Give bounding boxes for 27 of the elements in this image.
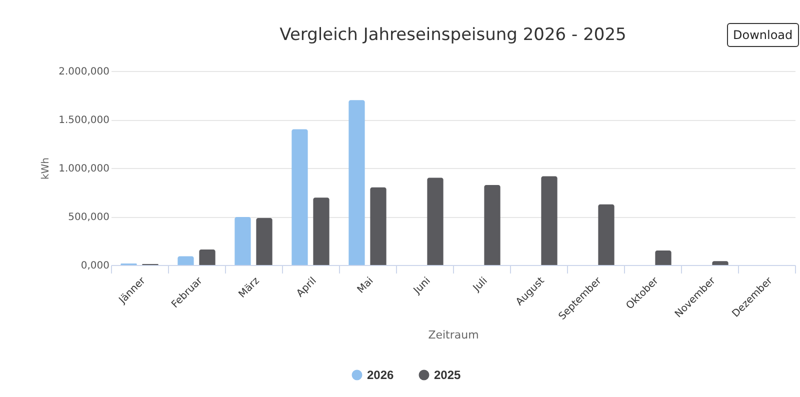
- download-button: Download: [727, 23, 799, 47]
- x-axis-title: Zeitraum: [428, 328, 479, 342]
- bar: [712, 261, 728, 265]
- bar: [313, 198, 330, 265]
- bar: [484, 184, 500, 265]
- bar: [256, 218, 272, 265]
- x-tick-label: Juli: [470, 276, 490, 294]
- y-tick-label: 1.500,000: [58, 115, 110, 126]
- bar: [541, 176, 558, 265]
- chart-title: Vergleich Jahreseinspeisung 2026 - 2025: [280, 25, 626, 45]
- x-tick-label: Mai: [356, 276, 376, 296]
- y-tick-label: 1.000,000: [58, 164, 110, 174]
- bar: [199, 249, 216, 265]
- y-axis-title: kWh: [40, 157, 52, 180]
- bar: [348, 100, 365, 265]
- legend-label: 2026: [367, 368, 394, 382]
- legend-label: 2025: [434, 368, 462, 382]
- bar: [178, 256, 194, 265]
- bar: [427, 178, 444, 265]
- y-tick-label: 2.000,000: [58, 66, 110, 78]
- bar: [234, 216, 251, 265]
- bar: [655, 250, 672, 265]
- bar: [370, 187, 386, 265]
- bar: [598, 204, 614, 265]
- y-tick-label: 0,000: [80, 260, 110, 272]
- bar: [292, 129, 308, 265]
- y-tick-label: 500,000: [68, 212, 110, 223]
